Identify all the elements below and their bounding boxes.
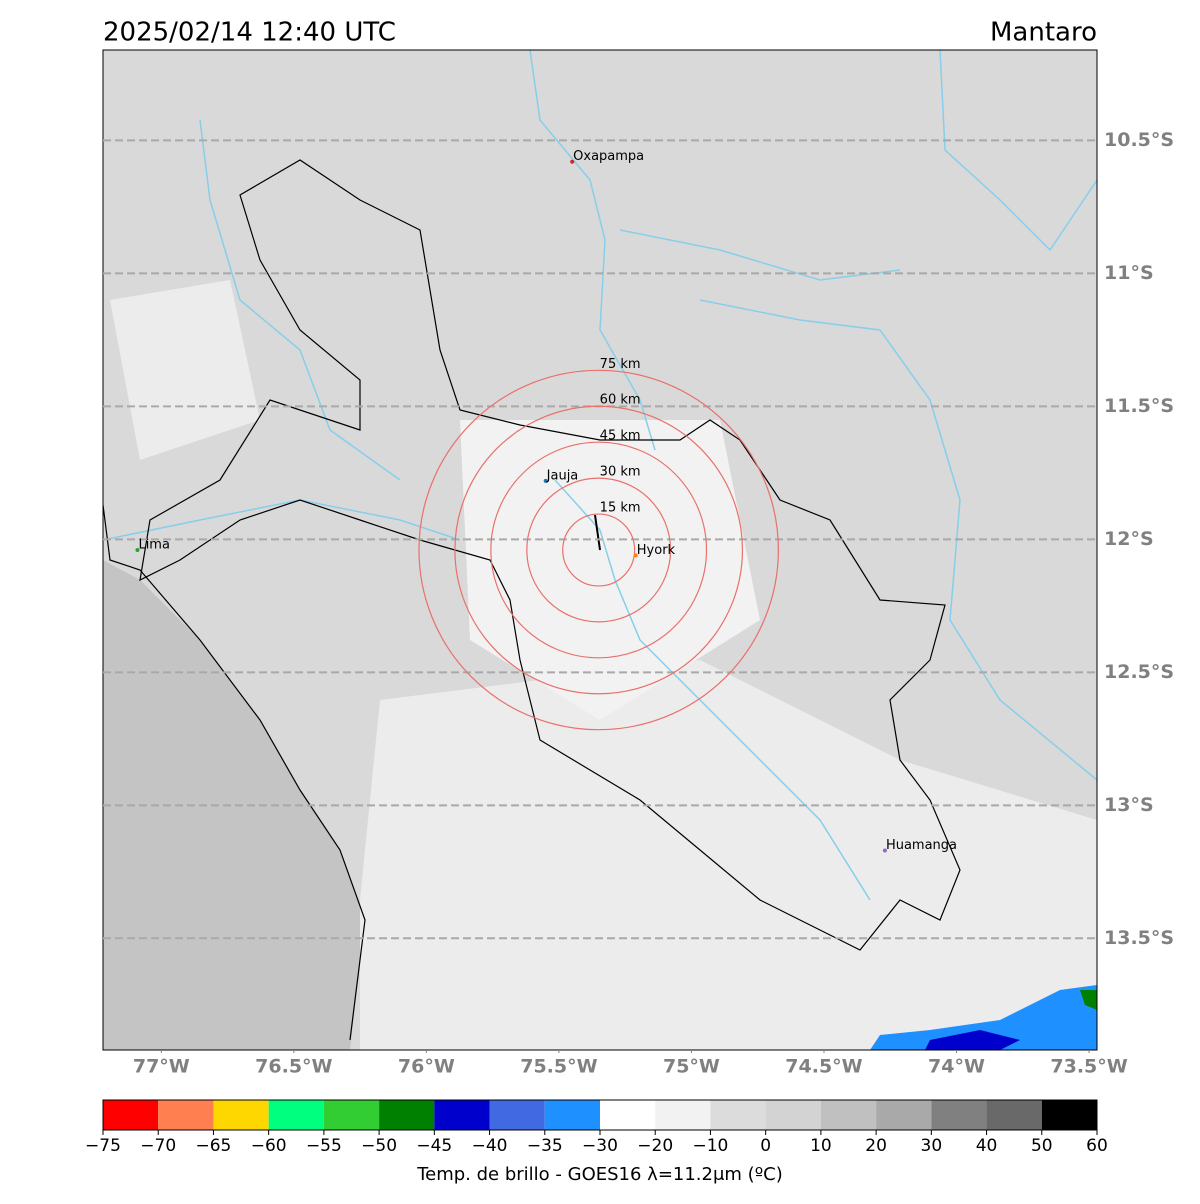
colorbar-label: Temp. de brillo - GOES16 λ=11.2μm (ºC)	[416, 1164, 783, 1185]
colorbar-segment	[820, 1100, 877, 1130]
city-label: Jauja	[546, 468, 579, 483]
lon-label: 76°W	[398, 1056, 455, 1078]
city-marker	[633, 553, 638, 558]
city-marker	[135, 548, 140, 552]
colorbar-tick-label: 60	[1086, 1136, 1108, 1156]
colorbar-tick-label: −55	[306, 1136, 342, 1156]
colorbar-segment	[103, 1100, 159, 1130]
ring-label: 60 km	[600, 393, 641, 408]
colorbar-tick-label: −10	[692, 1136, 728, 1156]
region-name: Mantaro	[990, 18, 1097, 48]
lat-label: 11°S	[1104, 262, 1154, 284]
colorbar-segment	[268, 1100, 324, 1130]
colorbar-segment	[655, 1100, 711, 1130]
colorbar-segment	[600, 1100, 656, 1130]
colorbar-tick-label: −60	[251, 1136, 287, 1156]
city-marker	[570, 159, 575, 164]
title: 2025/02/14 12:40 UTC	[103, 18, 396, 48]
lat-label: 12.5°S	[1104, 661, 1174, 683]
colorbar-segment	[876, 1100, 932, 1130]
city-marker	[882, 848, 887, 853]
lon-label: 74.5°W	[785, 1056, 862, 1078]
ring-label: 75 km	[600, 357, 641, 372]
colorbar-tick-label: 20	[865, 1136, 887, 1156]
ring-label: 30 km	[600, 465, 641, 480]
colorbar-segment	[765, 1100, 821, 1130]
colorbar-tick-label: −40	[472, 1136, 508, 1156]
lat-label: 11.5°S	[1104, 395, 1174, 417]
colorbar-tick-label: −20	[637, 1136, 673, 1156]
colorbar-tick-label: 30	[921, 1136, 943, 1156]
colorbar-tick-label: 40	[976, 1136, 998, 1156]
lat-label: 13°S	[1104, 794, 1154, 816]
range-ring	[454, 405, 744, 695]
map-frame	[102, 49, 1098, 1051]
colorbar-segment	[1041, 1100, 1097, 1130]
colorbar-segment	[544, 1100, 600, 1130]
lon-label: 73.5°W	[1050, 1056, 1127, 1078]
colorbar-tick-label: −70	[140, 1136, 176, 1156]
city-label: Huamanga	[886, 838, 957, 853]
colorbar-tick-label: 50	[1031, 1136, 1053, 1156]
lon-label: 75.5°W	[520, 1056, 597, 1078]
city-marker	[543, 478, 548, 483]
colorbar-tick-label: −35	[527, 1136, 563, 1156]
colorbar-tick-label: −30	[582, 1136, 618, 1156]
colorbar-segment	[158, 1100, 214, 1130]
range-ring	[526, 477, 672, 623]
colorbar-segment	[986, 1100, 1042, 1130]
lat-label: 13.5°S	[1104, 927, 1174, 949]
city-label: Lima	[138, 538, 169, 553]
colorbar-segment	[489, 1100, 545, 1130]
colorbar-segment	[710, 1100, 766, 1130]
colorbar-tick-label: −65	[195, 1136, 231, 1156]
ring-label: 15 km	[600, 501, 641, 516]
lat-label: 12°S	[1104, 528, 1154, 550]
ring-label: 45 km	[600, 429, 641, 444]
lat-label: 10.5°S	[1104, 129, 1174, 151]
city-label: Oxapampa	[573, 149, 644, 164]
colorbar-segment	[213, 1100, 269, 1130]
lon-label: 76.5°W	[255, 1056, 332, 1078]
colorbar-segment	[323, 1100, 380, 1130]
colorbar-tick-label: 0	[760, 1136, 771, 1156]
colorbar-tick-label: −50	[361, 1136, 397, 1156]
colorbar-tick-label: −75	[85, 1136, 121, 1156]
lon-label: 77°W	[133, 1056, 190, 1078]
colorbar-segment	[379, 1100, 435, 1130]
range-ring	[418, 369, 779, 731]
colorbar-tick-label: 10	[810, 1136, 832, 1156]
range-ring	[490, 441, 708, 659]
range-ring	[562, 513, 636, 587]
map-background	[103, 50, 1097, 1050]
city-label: Hyork	[637, 543, 676, 558]
colorbar-segment	[434, 1100, 490, 1130]
colorbar-tick-label: −45	[416, 1136, 452, 1156]
lon-label: 75°W	[663, 1056, 720, 1078]
colorbar-segment	[931, 1100, 987, 1130]
lon-label: 74°W	[928, 1056, 985, 1078]
